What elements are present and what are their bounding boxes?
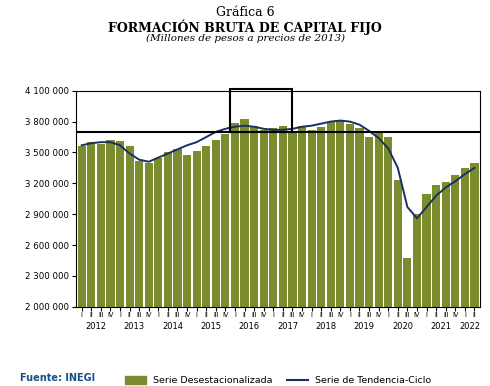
Bar	[394, 180, 402, 386]
Text: FORMACIÓN BRUTA DE CAPITAL FIJO: FORMACIÓN BRUTA DE CAPITAL FIJO	[108, 19, 382, 35]
Text: 2021: 2021	[430, 322, 451, 331]
Bar	[87, 142, 96, 386]
Text: 2015: 2015	[200, 322, 221, 331]
Bar	[250, 126, 258, 386]
Bar	[441, 182, 450, 386]
Text: 2016: 2016	[239, 322, 260, 331]
Bar	[221, 134, 229, 386]
Bar	[135, 161, 143, 386]
Bar	[125, 146, 134, 386]
Bar	[260, 130, 268, 386]
Text: Fuente: INEGI: Fuente: INEGI	[20, 373, 95, 383]
Bar	[451, 175, 459, 386]
Bar	[470, 163, 479, 386]
Bar	[308, 130, 316, 386]
Text: 2020: 2020	[392, 322, 413, 331]
Bar	[241, 119, 248, 386]
Text: 2022: 2022	[459, 322, 480, 331]
Bar	[77, 146, 86, 386]
Text: Gráfica 6: Gráfica 6	[216, 6, 274, 19]
Bar	[461, 168, 469, 386]
Bar	[317, 127, 325, 386]
Bar	[202, 146, 210, 386]
Bar	[432, 185, 440, 386]
Bar	[279, 126, 287, 386]
Bar	[154, 157, 162, 386]
Bar	[384, 137, 392, 386]
Bar	[164, 152, 172, 386]
Bar	[106, 140, 115, 386]
Bar	[336, 120, 344, 386]
Bar	[413, 214, 421, 386]
Bar	[327, 122, 335, 386]
Bar	[269, 128, 277, 386]
Bar	[374, 131, 383, 386]
Bar	[145, 163, 153, 386]
Bar	[173, 149, 182, 386]
Text: 2013: 2013	[124, 322, 145, 331]
Bar	[97, 144, 105, 386]
Bar	[298, 126, 306, 386]
Bar	[346, 124, 354, 386]
Bar	[230, 89, 293, 132]
Bar	[193, 151, 201, 386]
Bar	[231, 123, 239, 386]
Bar	[183, 154, 191, 386]
Bar	[212, 140, 220, 386]
Text: 2017: 2017	[277, 322, 298, 331]
Text: 2018: 2018	[316, 322, 337, 331]
Bar	[289, 132, 296, 386]
Bar	[116, 141, 124, 386]
Legend: Serie Desestacionalizada, Serie de Tendencia-Ciclo: Serie Desestacionalizada, Serie de Tende…	[125, 376, 431, 385]
Bar	[355, 128, 364, 386]
Text: 2012: 2012	[86, 322, 106, 331]
Bar	[422, 194, 431, 386]
Bar	[403, 259, 412, 386]
Text: 2019: 2019	[354, 322, 375, 331]
Bar	[365, 137, 373, 386]
Text: 2014: 2014	[162, 322, 183, 331]
Text: (Millones de pesos a precios de 2013): (Millones de pesos a precios de 2013)	[146, 34, 344, 43]
